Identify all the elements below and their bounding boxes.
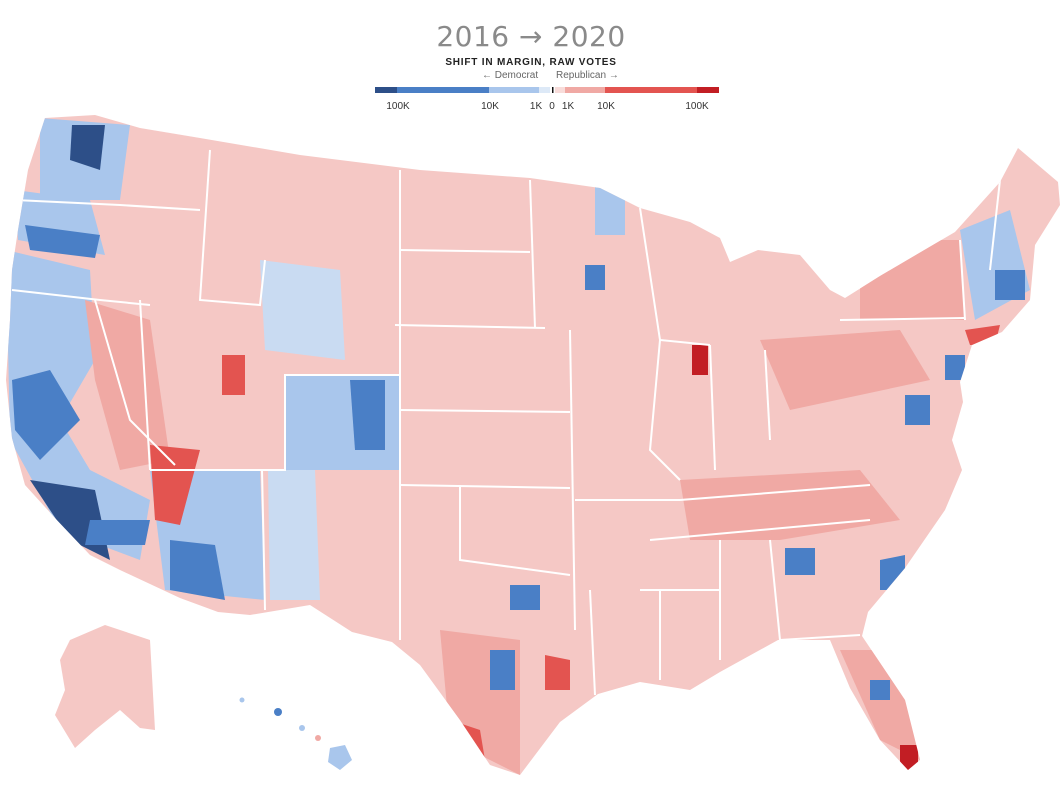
portland-dem-shift xyxy=(25,225,100,258)
legend-tick-zero: 0 xyxy=(549,101,555,112)
alaska xyxy=(55,625,155,748)
minnesota-north-dem-shift xyxy=(595,185,625,235)
legend-tick-rep-10k: 10K xyxy=(597,101,615,112)
dallas-dem-shift xyxy=(510,585,540,610)
houston-rep-shift xyxy=(545,655,570,690)
legend-tick-dem-100k: 100K xyxy=(386,101,410,112)
ohio-pennsylvania-rep-shift xyxy=(760,330,930,410)
miami-rep-shift xyxy=(900,745,918,770)
boston-dem-shift xyxy=(995,270,1025,300)
hawaii xyxy=(239,697,352,770)
legend-swatch xyxy=(605,87,697,93)
minneapolis-dem-shift xyxy=(585,265,605,290)
legend-swatch xyxy=(397,87,489,93)
florida-rep-shift xyxy=(840,650,920,760)
legend-tick-rep-100k: 100K xyxy=(685,101,709,112)
new-york-upstate-rep-shift xyxy=(860,240,965,320)
dc-suburbs-dem-shift xyxy=(905,395,930,425)
legend-swatch xyxy=(555,87,565,93)
nevada-rep-shift xyxy=(85,300,170,470)
las-vegas-rep-shift xyxy=(150,445,200,525)
legend-swatch xyxy=(565,87,605,93)
salt-lake-rep-shift xyxy=(222,355,245,395)
new-mexico-dem-shift xyxy=(268,470,320,600)
legend-swatch xyxy=(375,87,397,93)
san-diego-dem-shift xyxy=(85,520,150,545)
atlanta-dem-shift xyxy=(785,548,815,575)
map-title: 2016 → 2020 xyxy=(436,20,626,53)
legend-swatch xyxy=(539,87,550,93)
color-legend xyxy=(375,87,719,93)
democrat-direction-label: ← Democrat xyxy=(482,70,539,81)
north-carolina-coast-dem-shift xyxy=(880,555,905,590)
legend-swatch xyxy=(489,87,539,93)
state-borders xyxy=(11,149,1001,696)
legend-zero-marker xyxy=(552,87,554,93)
legend-tick-rep-1k: 1K xyxy=(561,101,575,112)
philadelphia-dem-shift xyxy=(945,355,965,380)
republican-direction-label: Republican → xyxy=(556,70,619,81)
phoenix-dem-shift xyxy=(170,540,225,600)
denver-dem-shift xyxy=(350,380,385,450)
map-subtitle: SHIFT IN MARGIN, RAW VOTES xyxy=(445,57,617,68)
legend-tick-dem-1k: 1K xyxy=(529,101,543,112)
legend-tick-dem-10k: 10K xyxy=(481,101,499,112)
austin-dem-shift xyxy=(490,650,515,690)
chicago-rep-shift xyxy=(692,345,708,375)
orlando-dem-shift xyxy=(870,680,890,700)
montana-wyoming-dem-shift xyxy=(260,260,345,360)
seattle-dem-shift xyxy=(70,125,105,170)
legend-swatch xyxy=(697,87,719,93)
bay-area-dem-shift xyxy=(12,370,80,460)
